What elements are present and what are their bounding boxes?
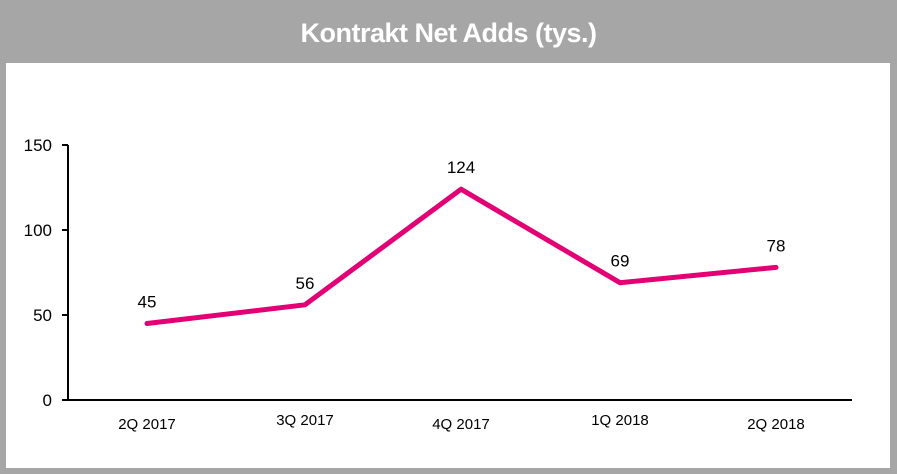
data-label: 45	[138, 293, 157, 312]
x-tick-label: 4Q 2017	[432, 416, 490, 433]
data-label: 124	[447, 158, 475, 177]
chart-title: Kontrakt Net Adds (tys.)	[300, 18, 597, 48]
data-label: 56	[296, 274, 315, 293]
y-tick-label: 50	[33, 306, 52, 325]
series-line	[144, 186, 779, 326]
x-tick-label: 3Q 2017	[276, 412, 334, 429]
y-tick-label: 100	[24, 221, 52, 240]
y-tick-label: 0	[43, 391, 52, 410]
data-label: 69	[611, 252, 630, 271]
data-label: 78	[767, 236, 786, 255]
x-tick-label: 2Q 2018	[747, 416, 805, 433]
y-tick-label: 150	[24, 136, 52, 155]
x-tick-label: 1Q 2018	[591, 412, 649, 429]
x-tick-label: 2Q 2017	[118, 416, 176, 433]
